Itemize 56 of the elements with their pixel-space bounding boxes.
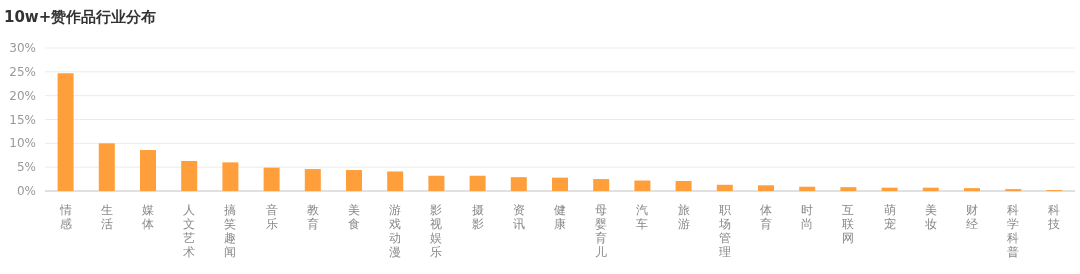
bar (675, 180, 692, 191)
x-tick-label: 科技 (1047, 203, 1061, 231)
bar (799, 186, 816, 191)
y-tick-label: 20% (9, 88, 36, 103)
x-tick-label: 资讯 (512, 203, 525, 231)
x-tick-label: 音乐 (265, 203, 278, 231)
bar (469, 175, 486, 191)
x-tick-label: 科学科普 (1007, 203, 1020, 259)
bar (428, 175, 445, 191)
y-tick-label: 10% (9, 136, 36, 151)
x-tick-label: 美妆 (924, 203, 937, 231)
bar (593, 179, 610, 191)
bar (263, 167, 280, 191)
bar (387, 171, 404, 191)
x-tick-label: 美食 (348, 203, 360, 231)
x-tick-label: 汽车 (636, 203, 649, 231)
x-tick-label: 萌宠 (883, 203, 896, 231)
x-tick-label: 体育 (760, 203, 772, 231)
x-tick-label: 职场管理 (717, 203, 731, 259)
x-tick-label: 教育 (306, 203, 319, 231)
x-tick-label: 媒体 (142, 203, 154, 231)
x-tick-label: 互联网 (842, 203, 855, 245)
bar (510, 177, 527, 191)
bar (552, 177, 568, 191)
x-tick-label: 财经 (966, 203, 978, 231)
x-tick-label: 游戏动漫 (389, 203, 402, 259)
x-tick-label: 健康 (554, 203, 566, 231)
bar (304, 169, 321, 191)
bar (181, 160, 198, 191)
bar (57, 73, 74, 191)
chart-title: 10w+赞作品行业分布 (4, 8, 157, 26)
bar (346, 170, 362, 191)
x-tick-label: 生活 (100, 203, 113, 231)
bar (98, 143, 115, 191)
x-tick-label: 母婴育儿 (595, 203, 608, 259)
x-tick-label: 情感 (58, 203, 72, 231)
x-tick-label: 人文艺术 (183, 203, 196, 259)
bar (716, 184, 733, 191)
bar (922, 187, 939, 191)
y-tick-label: 5% (16, 160, 36, 175)
bar (881, 187, 898, 191)
x-tick-label: 时尚 (801, 203, 814, 231)
y-tick-label: 30% (9, 41, 36, 55)
bar (758, 185, 774, 191)
x-tick-label: 旅游 (677, 203, 690, 231)
bar (840, 187, 857, 191)
bar (964, 188, 980, 191)
y-tick-label: 25% (9, 64, 36, 79)
bar (140, 150, 156, 191)
x-tick-label: 搞笑趣闻 (224, 203, 237, 259)
y-tick-label: 0% (16, 184, 36, 198)
y-tick-label: 15% (9, 112, 36, 127)
bar (634, 180, 651, 191)
x-tick-label: 摄影 (471, 203, 484, 231)
bar (222, 162, 239, 191)
x-tick-label: 影视娱乐 (430, 203, 443, 259)
